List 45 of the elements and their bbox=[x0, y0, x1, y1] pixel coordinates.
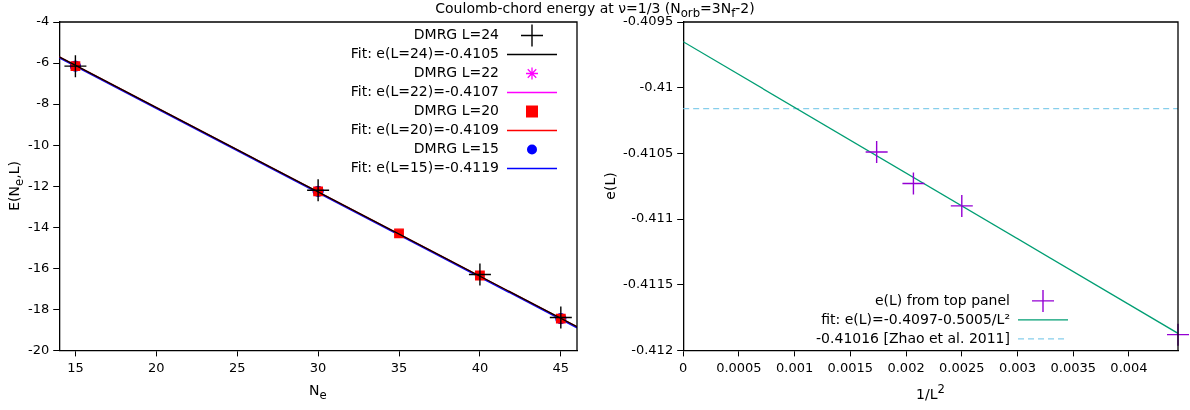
x-tick-label: 0.0025 bbox=[939, 359, 985, 375]
x-tick-label: 0.001 bbox=[776, 359, 814, 375]
x-tick-label: 40 bbox=[471, 359, 489, 375]
x-tick-label: 0.002 bbox=[887, 359, 925, 375]
x-tick-label: 0 bbox=[679, 359, 688, 375]
y-tick-label: -0.4095 bbox=[622, 13, 674, 29]
x-axis-title: N$_{e}$ bbox=[309, 382, 327, 403]
x-tick-label: 0.0015 bbox=[827, 359, 874, 375]
x-tick-label: 0.0005 bbox=[716, 359, 762, 375]
y-tick-label: -0.4115 bbox=[622, 276, 674, 292]
legend-label: Fit: e(L=24)=-0.4105 bbox=[350, 45, 499, 62]
x-tick-label: 0.003 bbox=[998, 359, 1037, 375]
y-tick-label: -18 bbox=[28, 300, 50, 316]
x-tick-label: 20 bbox=[148, 359, 165, 375]
x-tick-label: 0.0035 bbox=[1050, 359, 1096, 375]
legend-label: -0.41016 [Zhao et al. 2011] bbox=[816, 329, 1010, 346]
y-tick-label: -0.412 bbox=[631, 341, 674, 357]
y-axis-title: e(L) bbox=[601, 172, 618, 200]
x-tick-label: 25 bbox=[228, 359, 246, 375]
legend-label: Fit: e(L=22)=-0.4107 bbox=[350, 83, 499, 100]
x-tick-label: 0.004 bbox=[1110, 359, 1148, 375]
y-tick-label: -0.41 bbox=[639, 79, 674, 95]
y-tick-label: -20 bbox=[28, 341, 50, 357]
y-tick-label: -0.411 bbox=[631, 210, 674, 226]
x-tick-label: 30 bbox=[309, 359, 327, 375]
legend-label: fit: e(L)=-0.4097-0.5005/L² bbox=[821, 310, 1010, 327]
x-tick-label: 45 bbox=[552, 359, 570, 375]
y-tick-label: -14 bbox=[28, 218, 50, 234]
legend-label: DMRG L=20 bbox=[413, 102, 499, 119]
y-tick-label: -10 bbox=[28, 136, 50, 152]
x-tick-label: 35 bbox=[390, 359, 408, 375]
legend-label: Fit: e(L=20)=-0.4109 bbox=[350, 121, 499, 138]
legend-label: DMRG L=15 bbox=[413, 140, 499, 157]
legend-label: e(L) from top panel bbox=[874, 291, 1010, 308]
y-tick-label: -6 bbox=[36, 54, 50, 70]
y-tick-label: -16 bbox=[28, 259, 50, 275]
legend-label: Fit: e(L=15)=-0.4119 bbox=[350, 159, 499, 176]
y-tick-label: -8 bbox=[36, 95, 50, 111]
legend-label: DMRG L=24 bbox=[413, 26, 500, 43]
y-tick-label: -0.4105 bbox=[622, 144, 674, 160]
y-tick-label: -4 bbox=[36, 13, 50, 29]
x-tick-label: 15 bbox=[67, 359, 84, 375]
legend-label: DMRG L=22 bbox=[413, 64, 499, 81]
x-axis-title: 1/L$^{2}$ bbox=[916, 382, 945, 403]
y-tick-label: -12 bbox=[28, 177, 50, 193]
